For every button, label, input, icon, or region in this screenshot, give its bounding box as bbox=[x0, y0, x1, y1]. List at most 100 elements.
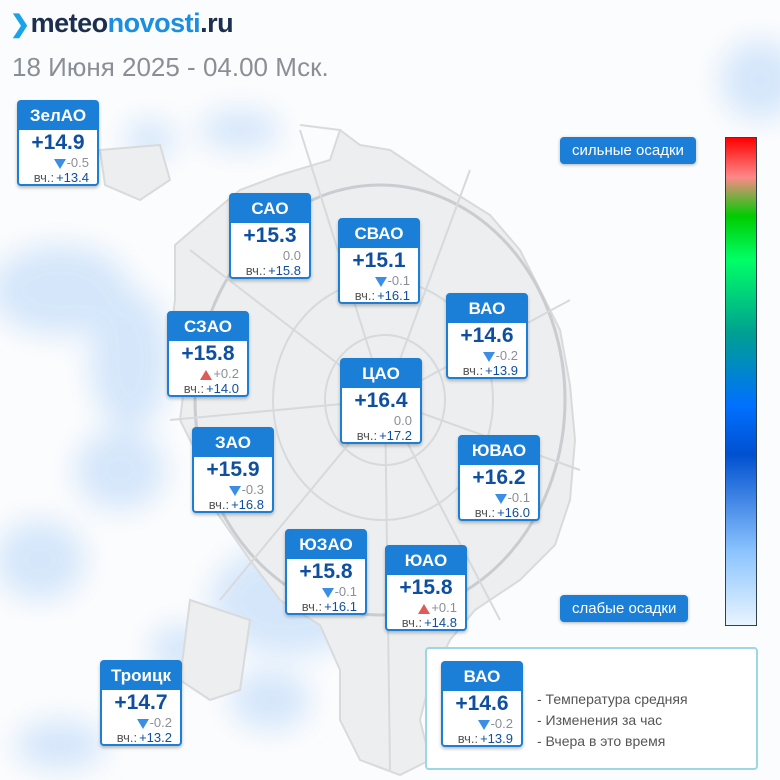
yesterday-value: +13.9 bbox=[485, 363, 518, 378]
hourly-change-value: -0.1 bbox=[334, 584, 357, 599]
hourly-change: -0.3 bbox=[194, 482, 272, 497]
hourly-change-value: +0.2 bbox=[213, 366, 239, 381]
yesterday-label: вч.: bbox=[116, 730, 138, 745]
yesterday-label: вч.: bbox=[462, 363, 484, 378]
district-card-sao[interactable]: САО +15.3 0.0 вч.: +15.8 bbox=[229, 193, 311, 279]
district-card-vao[interactable]: ВАО +14.6 -0.2 вч.: +13.9 bbox=[446, 293, 528, 379]
hourly-change: -0.1 bbox=[460, 490, 538, 505]
yesterday-temperature: вч.: +16.1 bbox=[340, 288, 418, 303]
district-card-cao[interactable]: ЦАО +16.4 0.0 вч.: +17.2 bbox=[340, 358, 422, 444]
district-name: ЮЗАО bbox=[287, 531, 365, 559]
district-name: САО bbox=[231, 195, 309, 223]
hourly-change: +0.1 bbox=[387, 600, 465, 615]
average-temperature: +14.9 bbox=[31, 131, 85, 154]
district-name: ЗАО bbox=[194, 429, 272, 457]
district-name: ВАО bbox=[443, 663, 521, 691]
hourly-change: 0.0 bbox=[231, 248, 309, 263]
district-card-yuvao[interactable]: ЮВАО +16.2 -0.1 вч.: +16.0 bbox=[458, 435, 540, 521]
trend-down-icon bbox=[53, 158, 66, 169]
district-name: ЗелАО bbox=[19, 102, 97, 130]
yesterday-value: +17.2 bbox=[379, 428, 412, 443]
yesterday-label: вч.: bbox=[33, 170, 55, 185]
hourly-change-value: -0.1 bbox=[387, 273, 410, 288]
district-name: СВАО bbox=[340, 220, 418, 248]
average-temperature: +14.6 bbox=[460, 324, 514, 347]
yesterday-value: +16.0 bbox=[497, 505, 530, 520]
yesterday-temperature: вч.: +13.9 bbox=[443, 731, 521, 746]
district-name: ВАО bbox=[448, 295, 526, 323]
hourly-change: -0.2 bbox=[102, 715, 180, 730]
yesterday-value: +13.2 bbox=[139, 730, 172, 745]
district-name: Троицк bbox=[102, 662, 180, 690]
trend-down-icon bbox=[228, 485, 241, 496]
district-card-yuao[interactable]: ЮАО +15.8 +0.1 вч.: +14.8 bbox=[385, 545, 467, 631]
district-name: ЦАО bbox=[342, 360, 420, 388]
site-logo[interactable]: ❯meteonovosti.ru bbox=[10, 8, 234, 39]
average-temperature: +16.2 bbox=[472, 466, 526, 489]
district-card-zelao[interactable]: ЗелАО +14.9 -0.5 вч.: +13.4 bbox=[17, 100, 99, 186]
yesterday-temperature: вч.: +13.9 bbox=[448, 363, 526, 378]
report-date: 18 Июня 2025 - 04.00 Мск. bbox=[12, 52, 329, 82]
yesterday-label: вч.: bbox=[354, 288, 376, 303]
legend-line-yesterday: - Вчера в это время bbox=[537, 733, 666, 749]
average-temperature: +14.6 bbox=[455, 692, 509, 715]
yesterday-temperature: вч.: +14.8 bbox=[387, 615, 465, 630]
average-temperature: +14.7 bbox=[114, 691, 168, 714]
yesterday-temperature: вч.: +14.0 bbox=[169, 381, 247, 396]
yesterday-temperature: вч.: +16.8 bbox=[194, 497, 272, 512]
yesterday-value: +15.8 bbox=[268, 263, 301, 278]
hourly-change-value: -0.5 bbox=[66, 155, 89, 170]
district-card-troitsk[interactable]: Троицк +14.7 -0.2 вч.: +13.2 bbox=[100, 660, 182, 746]
yesterday-label: вч.: bbox=[245, 263, 267, 278]
hourly-change-value: -0.2 bbox=[490, 716, 513, 731]
district-card-szao[interactable]: СЗАО +15.8 +0.2 вч.: +14.0 bbox=[167, 311, 249, 397]
yesterday-label: вч.: bbox=[183, 381, 205, 396]
logo-suffix: .ru bbox=[200, 8, 234, 38]
district-card-yuzao[interactable]: ЮЗАО +15.8 -0.1 вч.: +16.1 bbox=[285, 529, 367, 615]
district-name: ЮАО bbox=[387, 547, 465, 575]
hourly-change-value: +0.1 bbox=[431, 600, 457, 615]
yesterday-temperature: вч.: +13.2 bbox=[102, 730, 180, 745]
yesterday-temperature: вч.: +17.2 bbox=[342, 428, 420, 443]
average-temperature: +15.8 bbox=[399, 576, 453, 599]
trend-down-icon bbox=[482, 351, 495, 362]
yesterday-value: +14.0 bbox=[206, 381, 239, 396]
city-outline bbox=[98, 124, 577, 777]
scale-label-heavy: сильные осадки bbox=[560, 137, 696, 164]
hourly-change: 0.0 bbox=[342, 413, 420, 428]
trend-down-icon bbox=[494, 493, 507, 504]
hourly-change: -0.2 bbox=[448, 348, 526, 363]
hourly-change-value: -0.2 bbox=[149, 715, 172, 730]
trend-down-icon bbox=[374, 276, 387, 287]
yesterday-temperature: вч.: +16.1 bbox=[287, 599, 365, 614]
district-card-zao[interactable]: ЗАО +15.9 -0.3 вч.: +16.8 bbox=[192, 427, 274, 513]
district-card-legend-sample: ВАО +14.6 -0.2 вч.: +13.9 bbox=[441, 661, 523, 747]
yesterday-value: +13.4 bbox=[56, 170, 89, 185]
hourly-change-value: 0.0 bbox=[282, 248, 301, 263]
hourly-change: -0.2 bbox=[443, 716, 521, 731]
average-temperature: +15.3 bbox=[243, 224, 297, 247]
average-temperature: +15.9 bbox=[206, 458, 260, 481]
logo-prefix: meteo bbox=[30, 8, 109, 38]
district-card-svao[interactable]: СВАО +15.1 -0.1 вч.: +16.1 bbox=[338, 218, 420, 304]
yesterday-temperature: вч.: +13.4 bbox=[19, 170, 97, 185]
hourly-change-value: -0.1 bbox=[507, 490, 530, 505]
average-temperature: +15.1 bbox=[352, 249, 406, 272]
yesterday-value: +16.1 bbox=[377, 288, 410, 303]
trend-down-icon bbox=[321, 587, 334, 598]
legend-box: ВАО +14.6 -0.2 вч.: +13.9 - Температура сред… bbox=[425, 647, 758, 770]
scale-label-light: слабые осадки bbox=[560, 595, 689, 622]
yesterday-value: +16.1 bbox=[324, 599, 357, 614]
hourly-change: -0.1 bbox=[340, 273, 418, 288]
hourly-change-value: -0.3 bbox=[241, 482, 264, 497]
yesterday-label: вч.: bbox=[401, 615, 423, 630]
yesterday-value: +16.8 bbox=[231, 497, 264, 512]
hourly-change-value: -0.2 bbox=[495, 348, 518, 363]
mkad-ring bbox=[193, 183, 567, 617]
precipitation-scale-bar bbox=[725, 137, 757, 626]
yesterday-temperature: вч.: +15.8 bbox=[231, 263, 309, 278]
yesterday-value: +14.8 bbox=[424, 615, 457, 630]
yesterday-value: +13.9 bbox=[480, 731, 513, 746]
logo-highlight: novosti bbox=[107, 8, 201, 38]
